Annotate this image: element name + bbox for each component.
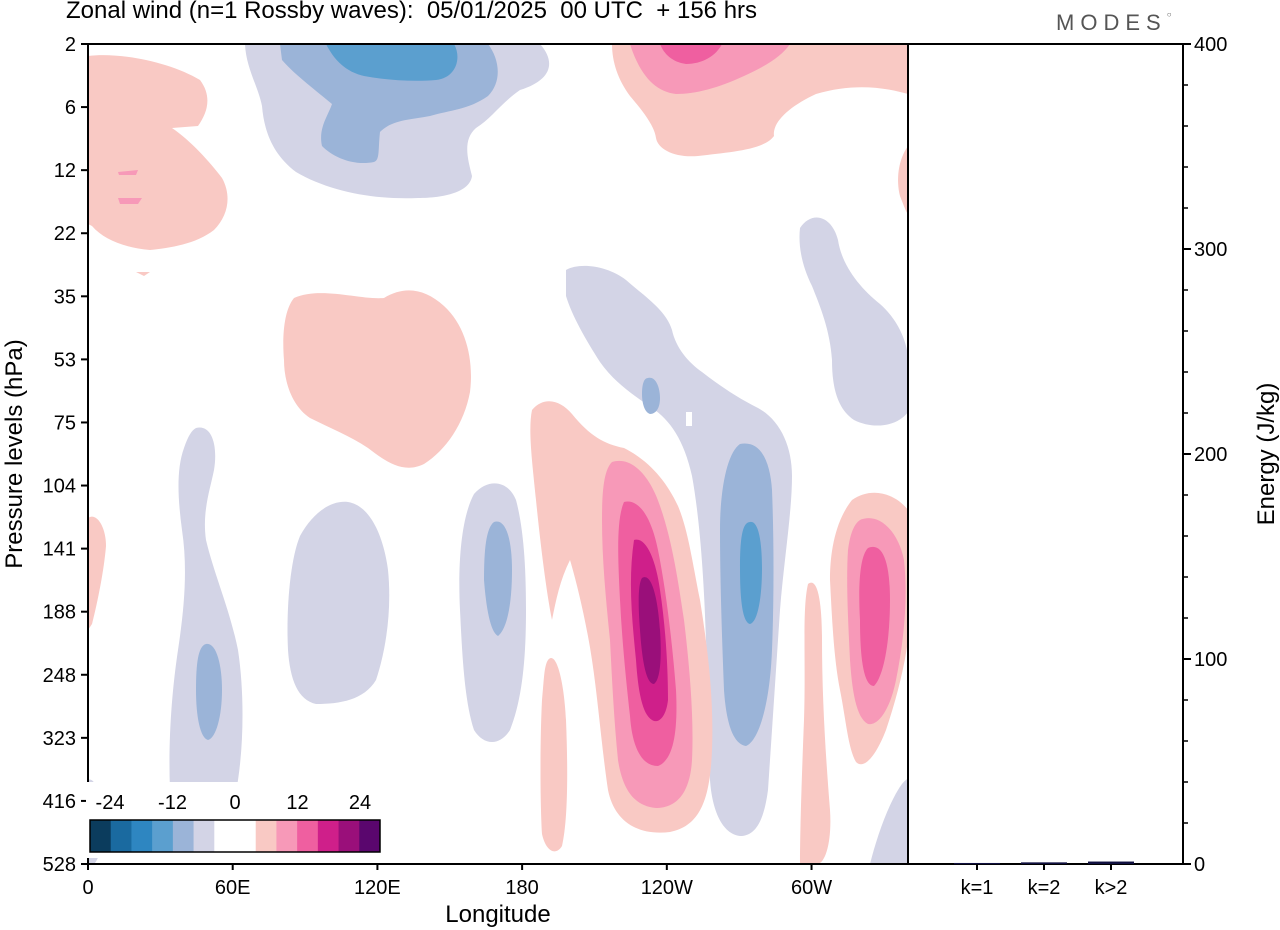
energy-tick-label: 300 — [1194, 239, 1227, 261]
y-tick-label: 2 — [65, 34, 76, 56]
pressure-axis: 2 6 12 22 35 53 75 104 141 188 248 323 416 528 — [43, 34, 88, 876]
colorbar-tick-label: 24 — [349, 792, 371, 814]
energy-category-label: k>2 — [1095, 877, 1128, 899]
colorbar-swatch — [255, 820, 277, 852]
colorbar-tick-label: 12 — [286, 792, 308, 814]
colorbar-swatch — [235, 820, 257, 852]
colorbar-swatch — [193, 820, 215, 852]
energy-bar — [1088, 861, 1134, 864]
colorbar-swatch — [152, 820, 174, 852]
colorbar-swatch — [297, 820, 319, 852]
y-axis-label: Pressure levels (hPa) — [1, 339, 28, 568]
contour-negative — [642, 377, 660, 414]
colorbar-swatch — [359, 820, 381, 852]
contour-negative — [799, 217, 908, 426]
y-tick-label: 22 — [54, 223, 76, 245]
y-tick-label: 416 — [43, 791, 76, 813]
x-tick-label: 120E — [354, 877, 401, 899]
energy-bar-chart: 0 100 200 300 400 k=1 k=2 k>2 — [954, 34, 1227, 899]
energy-tick-label: 200 — [1194, 444, 1227, 466]
contour-negative — [484, 521, 512, 636]
y-tick-label: 248 — [43, 665, 76, 687]
contour-field — [88, 44, 908, 864]
contour-positive — [638, 577, 661, 684]
contour-positive — [660, 44, 722, 64]
y-tick-label: 104 — [43, 476, 76, 498]
y-tick-label: 528 — [43, 854, 76, 876]
y-tick-label: 75 — [54, 412, 76, 434]
page-title: Zonal wind (n=1 Rossby waves): 05/01/202… — [66, 0, 758, 24]
colorbar-tick-label: -24 — [96, 792, 125, 814]
x-axis-label: Longitude — [445, 901, 550, 928]
energy-axis-label: Energy (J/kg) — [1253, 383, 1280, 526]
colorbar-swatch — [110, 820, 132, 852]
contour-positive — [540, 658, 568, 852]
colorbar: -24 -12 0 12 24 — [86, 782, 384, 858]
energy-tick-label: 0 — [1194, 854, 1205, 876]
contour-positive — [136, 272, 150, 276]
x-tick-label: 180 — [505, 877, 538, 899]
y-tick-label: 12 — [54, 160, 76, 182]
energy-bar — [1021, 862, 1067, 864]
colorbar-swatch — [172, 820, 195, 852]
contour-positive — [88, 516, 106, 630]
contour-negative — [740, 521, 762, 624]
contour-negative — [169, 427, 243, 856]
colorbar-swatch — [338, 820, 360, 852]
energy-bar — [954, 862, 1000, 865]
longitude-axis: 0 60E 120E 180 120W 60W — [82, 864, 832, 899]
y-tick-label: 35 — [54, 286, 76, 308]
x-tick-label: 120W — [641, 877, 693, 899]
colorbar-swatch — [90, 820, 112, 852]
logo: MODES○ — [1056, 10, 1172, 35]
energy-tick-label: 100 — [1194, 649, 1227, 671]
contour-positive — [859, 546, 890, 686]
contour-positive — [118, 198, 142, 204]
x-tick-label: 60W — [791, 877, 832, 899]
colorbar-tick-label: 0 — [229, 792, 240, 814]
contour-positive — [88, 55, 228, 250]
contour-positive — [898, 146, 908, 214]
y-tick-label: 141 — [43, 539, 76, 561]
contour-negative — [287, 501, 390, 704]
contour-negative — [196, 643, 222, 740]
logo-text: MODES — [1056, 10, 1167, 35]
colorbar-swatch — [131, 820, 153, 852]
energy-category-label: k=1 — [961, 877, 994, 899]
y-tick-label: 6 — [65, 97, 76, 119]
contour-negative — [870, 779, 908, 864]
x-tick-label: 0 — [82, 877, 93, 899]
colorbar-frame — [89, 819, 381, 853]
colorbar-swatch — [317, 820, 340, 852]
colorbar-swatch — [214, 820, 236, 852]
energy-panel-frame — [907, 43, 1184, 865]
y-tick-label: 53 — [54, 349, 76, 371]
contour-positive — [283, 290, 471, 468]
energy-category-label: k=2 — [1028, 877, 1061, 899]
contour-positive — [800, 582, 831, 864]
energy-tick-label: 400 — [1194, 34, 1227, 56]
contour-positive — [118, 170, 138, 175]
contour-negative — [326, 44, 458, 81]
contour-zero — [686, 412, 692, 426]
x-tick-label: 60E — [215, 877, 251, 899]
colorbar-swatch — [276, 820, 298, 852]
colorbar-tick-label: -12 — [158, 792, 187, 814]
y-tick-label: 188 — [43, 602, 76, 624]
y-tick-label: 323 — [43, 728, 76, 750]
